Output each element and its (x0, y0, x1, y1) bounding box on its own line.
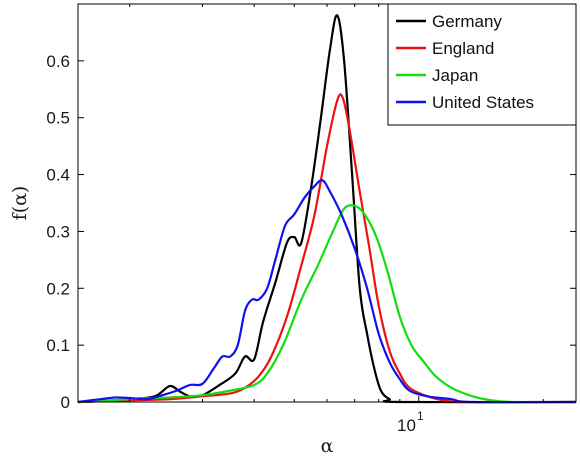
legend-label-germany: Germany (432, 12, 502, 31)
y-tick-label: 0 (61, 393, 70, 412)
series-line-england (77, 93, 577, 404)
legend-entries: Germany England Japan United States (396, 12, 534, 112)
y-tick-label: 0.5 (46, 109, 70, 128)
y-tick-label: 0.3 (46, 222, 70, 241)
y-tick-label: 0.4 (46, 166, 70, 185)
legend-label-united-states: United States (432, 93, 534, 112)
x-axis-label: α (321, 435, 334, 457)
legend-label-japan: Japan (432, 66, 478, 85)
x-tick-label-10-base: 10 (397, 416, 416, 435)
series-line-united-states (77, 179, 577, 404)
y-tick-label: 0.1 (46, 336, 70, 355)
y-tick-label: 0.6 (46, 52, 70, 71)
series-layer (77, 14, 577, 404)
legend-label-england: England (432, 39, 494, 58)
x-tick-label-10-exponent: 1 (417, 409, 424, 423)
y-axis-label: f(α) (9, 186, 31, 221)
series-line-japan (77, 204, 577, 404)
series-line-germany (77, 14, 577, 404)
legend: Germany England Japan United States (387, 3, 577, 126)
y-tick-label: 0.2 (46, 279, 70, 298)
legend-box (387, 3, 577, 126)
ticks-layer: 0 0.1 0.2 0.3 0.4 0.5 0.6 (46, 4, 576, 412)
